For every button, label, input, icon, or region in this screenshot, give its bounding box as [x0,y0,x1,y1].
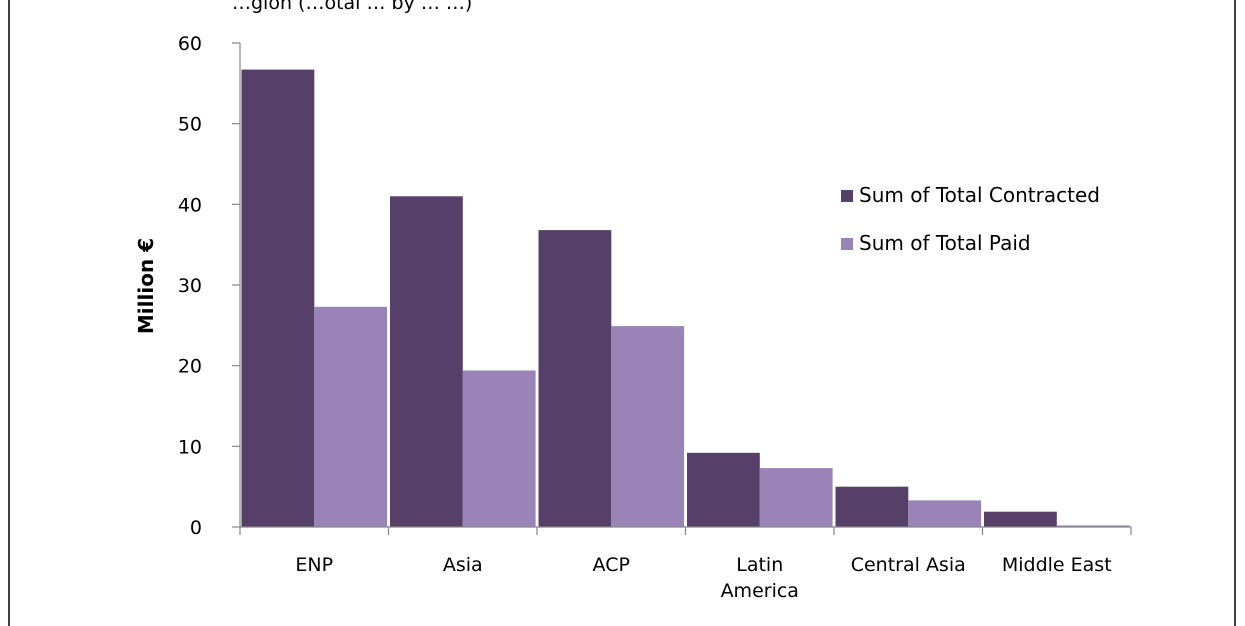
x-tick-label-line: ACP [593,554,630,576]
plot-area: 0 10 20 30 40 50 60 ENP Asia ACP Latin America Centr… [178,33,1132,602]
bar-sum-of-total-paid-3 [759,468,833,527]
y-tick-label: 0 [190,517,202,539]
bar-sum-of-total-paid-2 [611,326,685,527]
x-tick-label: Central Asia [851,554,966,576]
bar-sum-of-total-paid-4 [908,500,982,527]
bar-sum-of-total-paid-1 [462,370,536,527]
x-tick-label: Asia [443,554,483,576]
legend-label-0: Sum of Total Contracted [859,183,1100,207]
bar-sum-of-total-contracted-0 [241,69,315,527]
legend-swatch-0 [841,190,853,202]
legend-label-1: Sum of Total Paid [859,231,1031,255]
bar-sum-of-total-contracted-5 [984,511,1057,527]
y-tick-label: 10 [178,436,202,458]
x-tick-label: ACP [593,554,630,576]
bar-sum-of-total-contracted-4 [835,486,909,527]
y-tick-label: 60 [178,33,202,55]
x-tick-label-line: Asia [443,554,483,576]
y-tick-label: 20 [178,356,202,378]
x-tick-label-line: Latin [736,554,783,576]
legend-swatch-1 [841,238,853,250]
x-tick-label-line: America [721,580,799,602]
x-tick-label-line: Central Asia [851,554,966,576]
bar-sum-of-total-contracted-2 [538,230,612,527]
x-tick-label-line: ENP [295,554,333,576]
x-tick-label: ENP [295,554,333,576]
bar-sum-of-total-contracted-3 [687,452,760,527]
header-fragment: …gion (…otal … by … …) [232,0,472,14]
bar-sum-of-total-contracted-1 [390,196,463,528]
x-tick-label: Middle East [1002,554,1112,576]
x-tick-label-line: Middle East [1002,554,1112,576]
y-tick-label: 40 [178,194,202,216]
y-tick-label: 30 [178,275,202,297]
bar-sum-of-total-paid-5 [1056,525,1130,527]
y-tick-label: 50 [178,114,202,136]
bar-sum-of-total-paid-0 [314,306,388,527]
x-tick-label: Latin America [721,554,799,602]
y-axis-title: Million € [134,238,158,334]
chart-border [8,0,1236,626]
legend: Sum of Total Contracted Sum of Total Paid [841,183,1100,255]
